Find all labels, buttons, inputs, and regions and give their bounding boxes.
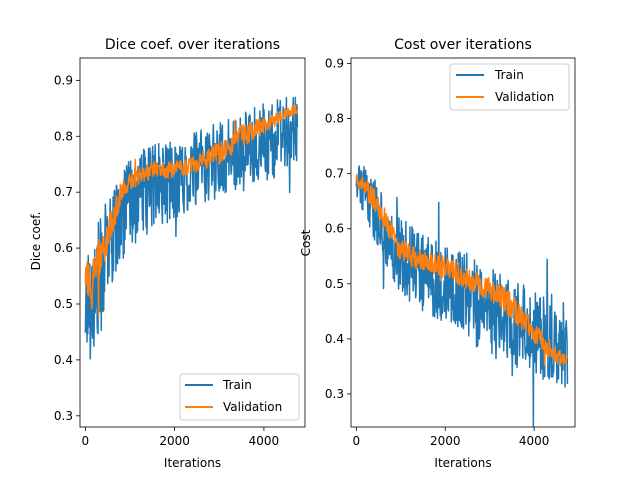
y-ticks: 0.3 0.4 0.5 0.6 0.7 0.8 0.9 [54, 73, 80, 423]
legend-label-train: Train [222, 378, 252, 392]
chart-title: Dice coef. over iterations [105, 37, 280, 53]
x-tick-label: 2000 [159, 434, 190, 448]
y-tick-label: 0.6 [54, 241, 73, 255]
legend-label-validation: Validation [223, 400, 282, 414]
x-tick-label: 2000 [430, 434, 461, 448]
plot-area [79, 57, 306, 428]
dice-chart: Dice coef. over iterations Iterations Di… [29, 37, 306, 470]
y-tick-label: 0.9 [325, 57, 344, 71]
y-tick-label: 0.3 [325, 387, 344, 401]
y-tick-label: 0.8 [54, 129, 73, 143]
y-tick-label: 0.5 [325, 277, 344, 291]
cost-chart: Cost over iterations Iterations Cost 0 20… [299, 37, 576, 470]
y-ticks: 0.3 0.4 0.5 0.6 0.7 0.8 0.9 [325, 57, 351, 401]
y-tick-label: 0.7 [325, 167, 344, 181]
series-line-validation [84, 104, 299, 317]
legend: Train Validation [179, 373, 300, 421]
chart-title: Cost over iterations [394, 37, 532, 53]
plot-area [350, 57, 576, 428]
y-axis-label: Dice coef. [29, 212, 43, 271]
y-tick-label: 0.4 [325, 332, 344, 346]
y-tick-label: 0.9 [54, 73, 73, 87]
legend: Train Validation [449, 63, 570, 111]
y-tick-label: 0.5 [54, 297, 73, 311]
x-tick-label: 0 [353, 434, 361, 448]
y-tick-label: 0.8 [325, 112, 344, 126]
x-axis-label: Iterations [164, 456, 221, 470]
x-axis-label: Iterations [434, 456, 491, 470]
y-tick-label: 0.3 [54, 409, 73, 423]
axes-frame [79, 57, 306, 428]
axes-frame [350, 57, 576, 428]
legend-label-validation: Validation [495, 90, 554, 104]
y-tick-label: 0.7 [54, 185, 73, 199]
legend-label-train: Train [494, 68, 524, 82]
y-axis-label: Cost [299, 229, 313, 256]
x-ticks: 0 2000 4000 [82, 427, 280, 448]
x-tick-label: 4000 [519, 434, 550, 448]
y-tick-label: 0.6 [325, 222, 344, 236]
x-ticks: 0 2000 4000 [353, 427, 550, 448]
x-tick-label: 4000 [249, 434, 280, 448]
series-line-validation [355, 173, 569, 366]
y-tick-label: 0.4 [54, 353, 73, 367]
x-tick-label: 0 [82, 434, 90, 448]
